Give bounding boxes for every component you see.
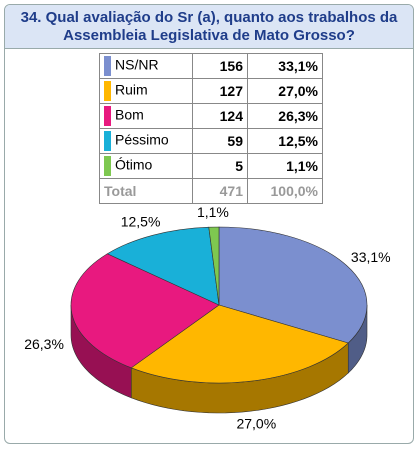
- count: 127: [192, 78, 248, 104]
- total-label: Total: [99, 178, 193, 204]
- cell: Ótimo: [99, 153, 193, 179]
- pie-slice: [208, 226, 220, 306]
- percent: 33,1%: [247, 53, 323, 79]
- percent: 26,3%: [247, 103, 323, 129]
- table-row: Ótimo 5 1,1%: [99, 153, 323, 179]
- data-label: 26,3%: [24, 336, 64, 352]
- swatch: [104, 156, 111, 176]
- category-label: Péssimo: [115, 131, 169, 148]
- data-label: 27,0%: [236, 416, 276, 432]
- cell: Bom: [99, 103, 193, 129]
- cell: Péssimo: [99, 128, 193, 154]
- data-label: 1,1%: [197, 204, 229, 220]
- swatch: [104, 56, 111, 76]
- category-label: Bom: [115, 106, 144, 123]
- pie-slice: [130, 304, 349, 384]
- frame: 34. Qual avaliação do Sr (a), quanto aos…: [4, 4, 414, 444]
- pie-slice: [218, 226, 368, 344]
- data-label: 33,1%: [351, 249, 391, 265]
- count: 5: [192, 153, 248, 179]
- chart-title: 34. Qual avaliação do Sr (a), quanto aos…: [5, 5, 413, 49]
- total-percent: 100,0%: [247, 178, 323, 204]
- table-row: Péssimo 59 12,5%: [99, 128, 323, 154]
- cell: NS/NR: [99, 53, 193, 79]
- swatch: [104, 106, 111, 126]
- category-label: Ótimo: [115, 156, 153, 173]
- table-row: NS/NR 156 33,1%: [99, 53, 323, 79]
- swatch: [104, 81, 111, 101]
- category-label: Ruim: [115, 81, 148, 98]
- data-table: NS/NR 156 33,1% Ruim 127 27,0% Bom 124 26,3% Péss…: [99, 53, 323, 204]
- pie-slice: [70, 253, 220, 369]
- count: 124: [192, 103, 248, 129]
- pie-slice: [106, 226, 220, 306]
- total-count: 471: [192, 178, 248, 204]
- chart: 33,1% 27,0% 26,3% 12,5% 1,1%: [24, 204, 391, 432]
- percent: 27,0%: [247, 78, 323, 104]
- swatch: [104, 131, 111, 151]
- total-row: Total 471 100,0%: [99, 178, 323, 204]
- percent: 12,5%: [247, 128, 323, 154]
- data-label: 12,5%: [121, 213, 161, 229]
- category-label: NS/NR: [115, 56, 159, 73]
- table-row: Bom 124 26,3%: [99, 103, 323, 129]
